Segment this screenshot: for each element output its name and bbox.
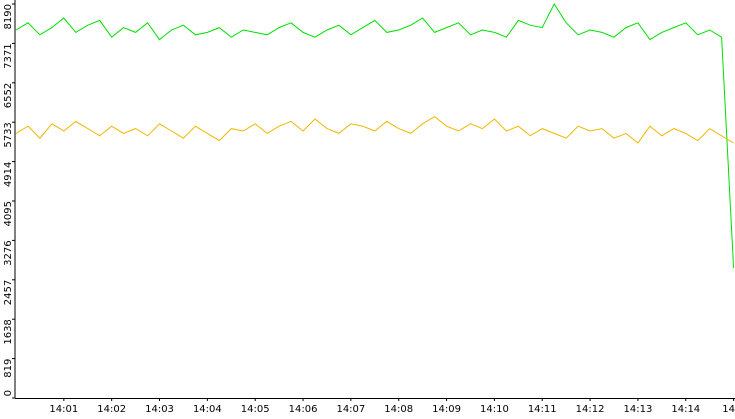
x-tick-label: 14:10 <box>480 404 509 415</box>
x-tick-label: 14:05 <box>241 404 270 415</box>
y-tick-label: 6552 <box>3 83 14 108</box>
x-tick-label: 14:04 <box>193 404 222 415</box>
y-tick-label: 0 <box>3 390 14 396</box>
x-tick-label: 14:03 <box>145 404 174 415</box>
y-tick-label: 2457 <box>3 280 14 305</box>
y-tick-label: 5733 <box>3 122 14 147</box>
x-tick-label: 14:02 <box>97 404 126 415</box>
x-tick-label: 14 <box>722 404 735 415</box>
x-tick-label: 14:06 <box>289 404 318 415</box>
y-tick-label: 3276 <box>3 240 14 265</box>
series-line <box>15 2 735 269</box>
x-tick-label: 14:14 <box>671 404 700 415</box>
y-tick-label: 7371 <box>3 43 14 68</box>
x-tick-label: 14:08 <box>384 404 413 415</box>
x-tick-label: 14:11 <box>528 404 557 415</box>
x-tick-label: 14:01 <box>49 404 78 415</box>
y-tick-label: 8190 <box>3 4 14 29</box>
x-tick-label: 14:12 <box>576 404 605 415</box>
y-tick-label: 4914 <box>3 162 14 187</box>
y-tick-label: 4095 <box>3 201 14 226</box>
x-tick-label: 14:13 <box>624 404 653 415</box>
y-tick-label: 819 <box>3 359 14 378</box>
series-line <box>15 115 734 144</box>
x-tick-label: 14:07 <box>336 404 365 415</box>
x-tick-label: 14:09 <box>432 404 461 415</box>
y-tick-label: 1638 <box>3 319 14 344</box>
